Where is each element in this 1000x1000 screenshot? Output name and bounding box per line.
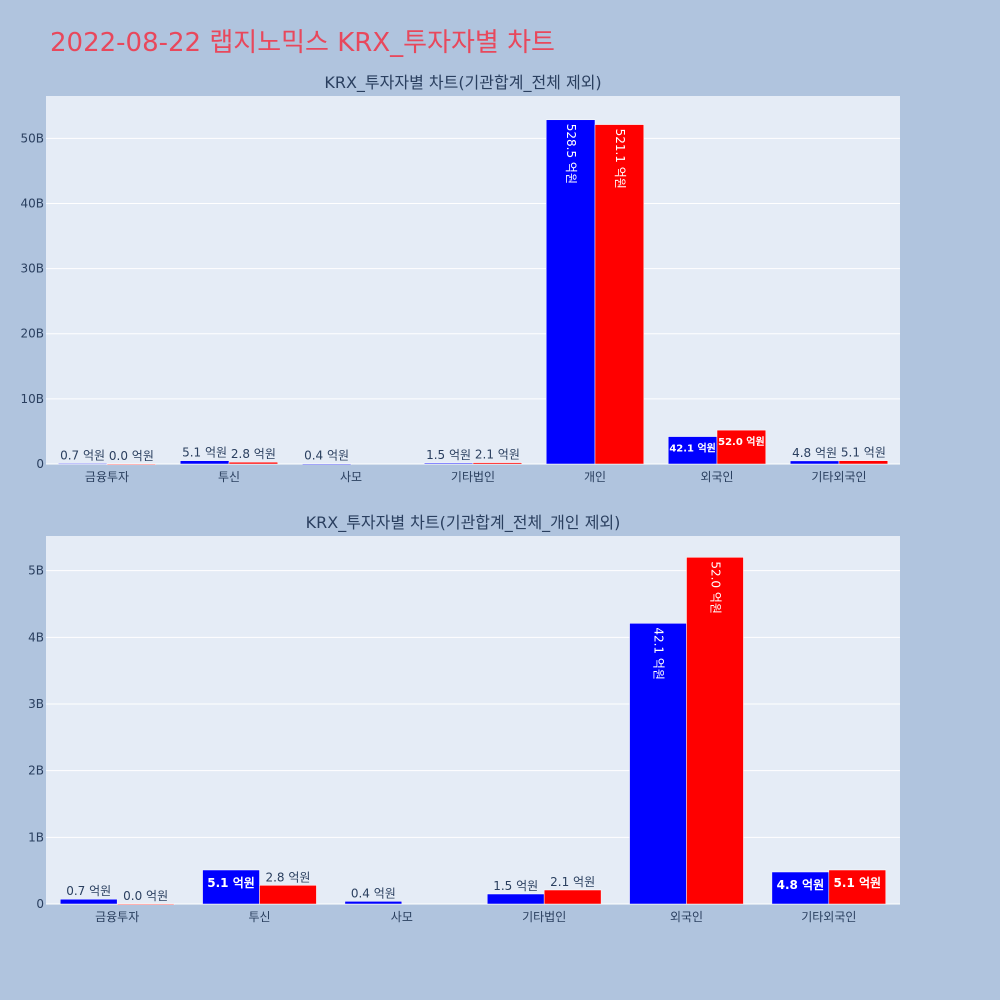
data-label: 4.8 억원 xyxy=(792,446,837,460)
bar xyxy=(472,462,523,465)
x-tick-label: 기타법인 xyxy=(451,470,495,484)
bar xyxy=(259,885,317,905)
x-tick-label: 기타외국인 xyxy=(801,910,856,924)
data-label: 0.0 억원 xyxy=(123,889,168,903)
bar xyxy=(179,460,230,465)
data-label: 42.1 억원 xyxy=(669,442,716,455)
y-tick-label: 4B xyxy=(28,630,44,644)
x-tick-label: 개인 xyxy=(584,470,606,484)
data-label: 2.1 억원 xyxy=(550,875,595,889)
data-label: 1.5 억원 xyxy=(493,879,538,893)
chart-top: KRX_투자자별 차트(기관합계_전체 제외) 0 10B 20B 30B 40B 50B 금… xyxy=(20,73,900,484)
y-tick-label: 50B xyxy=(20,131,44,145)
data-label: 0.0 억원 xyxy=(109,449,154,463)
x-tick-label: 금융투자 xyxy=(85,470,129,484)
y-tick-label: 1B xyxy=(28,830,44,844)
bar xyxy=(228,461,279,465)
bar xyxy=(57,463,108,465)
x-tick-label: 기타외국인 xyxy=(811,470,866,484)
x-tick-label: 투신 xyxy=(248,910,270,924)
bar xyxy=(838,460,889,465)
bar xyxy=(543,889,602,905)
bar xyxy=(344,901,403,905)
bar xyxy=(828,869,887,905)
x-tick-label: 금융투자 xyxy=(95,910,139,924)
bar xyxy=(545,119,596,465)
x-tick-label: 외국인 xyxy=(700,470,733,484)
y-tick-label: 0 xyxy=(36,897,44,911)
x-tick-label: 사모 xyxy=(391,910,413,924)
data-label: 5.1 억원 xyxy=(182,446,227,460)
data-label: 521.1 억원 xyxy=(613,129,627,189)
chart-bottom: KRX_투자자별 차트(기관합계_전체_개인 제외) 0 1B 2B 3B 4B 5B 금융투… xyxy=(28,513,900,924)
bar xyxy=(423,462,474,465)
data-label: 52.0 억원 xyxy=(718,435,765,448)
data-label: 0.4 억원 xyxy=(351,886,396,900)
data-label: 2.1 억원 xyxy=(475,448,520,462)
bar xyxy=(629,623,687,905)
data-label: 2.8 억원 xyxy=(231,447,276,461)
bar xyxy=(486,893,545,905)
data-label: 0.7 억원 xyxy=(60,449,105,463)
bar xyxy=(59,898,118,905)
data-label: 0.4 억원 xyxy=(304,449,349,463)
data-label: 42.1 억원 xyxy=(652,627,666,680)
data-label: 5.1 억원 xyxy=(207,876,255,890)
bar xyxy=(594,124,645,465)
x-tick-label: 기타법인 xyxy=(522,910,566,924)
bar xyxy=(202,869,260,905)
data-label: 2.8 억원 xyxy=(265,870,310,884)
x-tick-label: 외국인 xyxy=(670,910,703,924)
x-tick-label: 투신 xyxy=(218,470,240,484)
y-tick-label: 10B xyxy=(20,392,44,406)
y-tick-label: 5B xyxy=(28,564,44,578)
data-label: 0.7 억원 xyxy=(66,884,111,898)
y-tick-label: 3B xyxy=(28,697,44,711)
y-tick-label: 0 xyxy=(36,457,44,471)
data-label: 52.0 억원 xyxy=(708,561,722,614)
chart-title: KRX_투자자별 차트(기관합계_전체_개인 제외) xyxy=(306,513,621,533)
y-tick-label: 30B xyxy=(20,262,44,276)
plot-area xyxy=(46,96,900,464)
bar xyxy=(116,903,175,905)
data-label: 4.8 억원 xyxy=(777,878,825,892)
y-tick-label: 40B xyxy=(20,196,44,210)
data-label: 5.1 억원 xyxy=(834,876,882,890)
bar xyxy=(686,557,744,905)
bar xyxy=(789,460,840,465)
x-tick-label: 사모 xyxy=(340,470,362,484)
plot-area xyxy=(46,536,900,904)
data-label: 1.5 억원 xyxy=(426,448,471,462)
data-label: 528.5 억원 xyxy=(564,124,578,184)
bar xyxy=(301,463,352,465)
chart-title: KRX_투자자별 차트(기관합계_전체 제외) xyxy=(324,73,601,93)
data-label: 5.1 억원 xyxy=(841,446,886,460)
bar xyxy=(106,463,157,466)
y-tick-label: 20B xyxy=(20,327,44,341)
bar xyxy=(716,429,767,465)
page-title: 2022-08-22 랩지노믹스 KRX_투자자별 차트 xyxy=(50,28,555,58)
y-tick-label: 2B xyxy=(28,764,44,778)
